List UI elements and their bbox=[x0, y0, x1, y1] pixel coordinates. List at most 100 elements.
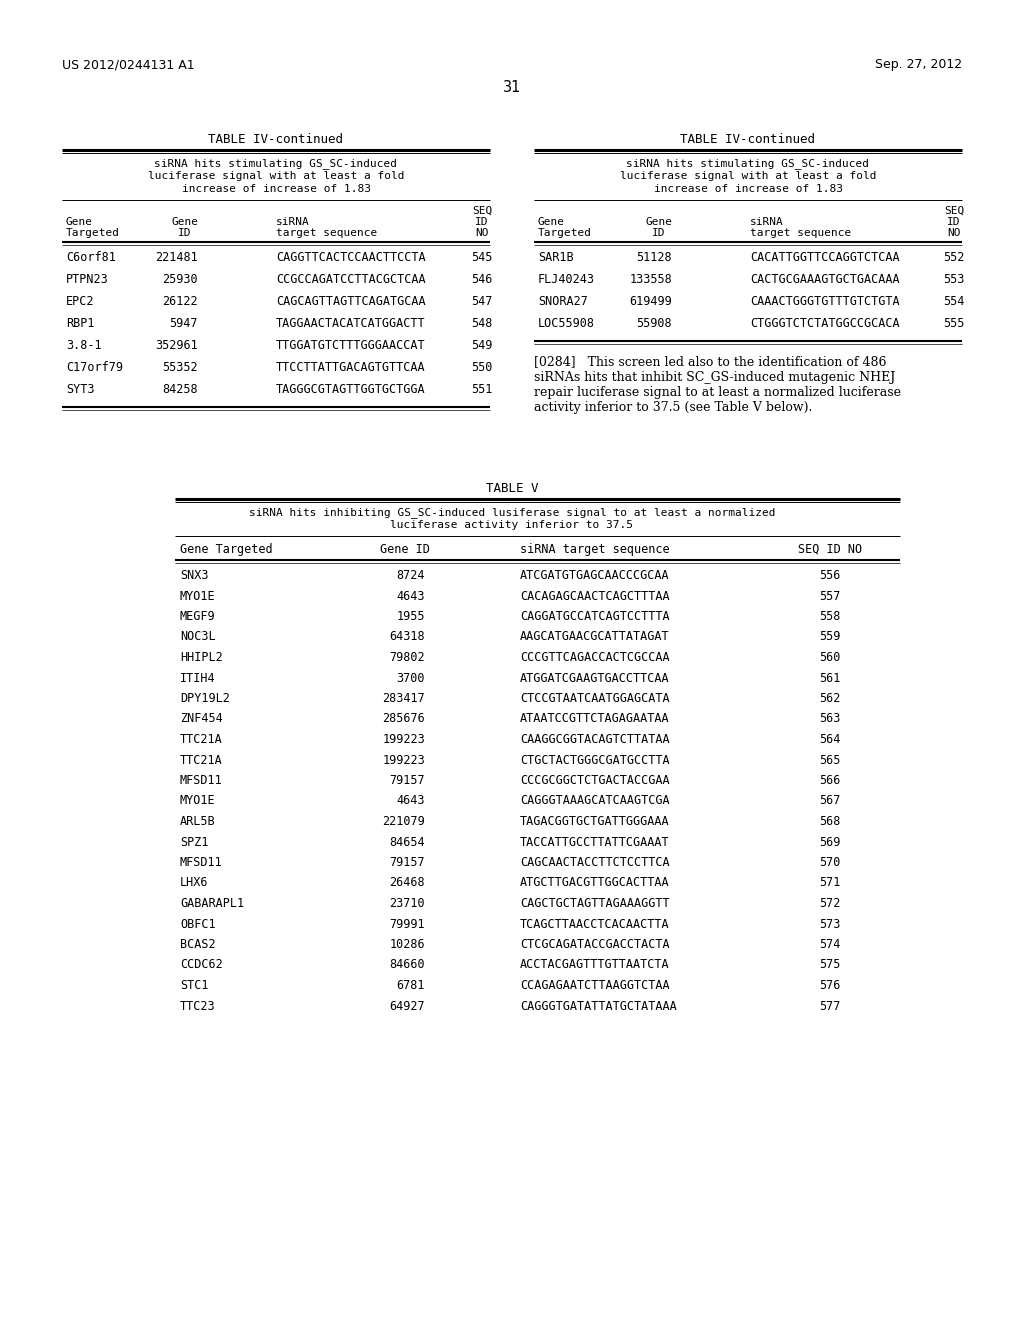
Text: CACATTGGTTCCAGGTCTCAA: CACATTGGTTCCAGGTCTCAA bbox=[750, 251, 900, 264]
Text: MFSD11: MFSD11 bbox=[180, 855, 223, 869]
Text: 566: 566 bbox=[819, 774, 841, 787]
Text: 133558: 133558 bbox=[630, 273, 672, 286]
Text: TTC21A: TTC21A bbox=[180, 733, 223, 746]
Text: CTGCTACTGGGCGATGCCTTA: CTGCTACTGGGCGATGCCTTA bbox=[520, 754, 670, 767]
Text: ID: ID bbox=[947, 216, 961, 227]
Text: siRNA: siRNA bbox=[276, 216, 309, 227]
Text: 577: 577 bbox=[819, 999, 841, 1012]
Text: TCAGCTTAACCTCACAACTTA: TCAGCTTAACCTCACAACTTA bbox=[520, 917, 670, 931]
Text: Gene: Gene bbox=[645, 216, 673, 227]
Text: 547: 547 bbox=[471, 294, 493, 308]
Text: 4643: 4643 bbox=[396, 795, 425, 808]
Text: BCAS2: BCAS2 bbox=[180, 939, 216, 950]
Text: TAGGGCGTAGTTGGTGCTGGA: TAGGGCGTAGTTGGTGCTGGA bbox=[276, 383, 426, 396]
Text: 550: 550 bbox=[471, 360, 493, 374]
Text: 571: 571 bbox=[819, 876, 841, 890]
Text: TACCATTGCCTTATTCGAAAT: TACCATTGCCTTATTCGAAAT bbox=[520, 836, 670, 849]
Text: 55908: 55908 bbox=[636, 317, 672, 330]
Text: 553: 553 bbox=[943, 273, 965, 286]
Text: target sequence: target sequence bbox=[750, 228, 851, 238]
Text: TTGGATGTCTTTGGGAACCAT: TTGGATGTCTTTGGGAACCAT bbox=[276, 339, 426, 352]
Text: Gene ID: Gene ID bbox=[380, 543, 430, 556]
Text: 561: 561 bbox=[819, 672, 841, 685]
Text: 84258: 84258 bbox=[163, 383, 198, 396]
Text: ID: ID bbox=[652, 228, 666, 238]
Text: SAR1B: SAR1B bbox=[538, 251, 573, 264]
Text: US 2012/0244131 A1: US 2012/0244131 A1 bbox=[62, 58, 195, 71]
Text: LOC55908: LOC55908 bbox=[538, 317, 595, 330]
Text: ARL5B: ARL5B bbox=[180, 814, 216, 828]
Text: 557: 557 bbox=[819, 590, 841, 602]
Text: 3.8-1: 3.8-1 bbox=[66, 339, 101, 352]
Text: [0284]   This screen led also to the identification of 486: [0284] This screen led also to the ident… bbox=[534, 355, 887, 368]
Text: CTCGCAGATACCGACCTACTA: CTCGCAGATACCGACCTACTA bbox=[520, 939, 670, 950]
Text: 562: 562 bbox=[819, 692, 841, 705]
Text: Gene: Gene bbox=[171, 216, 199, 227]
Text: ATGCTTGACGTTGGCACTTAA: ATGCTTGACGTTGGCACTTAA bbox=[520, 876, 670, 890]
Text: Gene: Gene bbox=[66, 216, 93, 227]
Text: TTC23: TTC23 bbox=[180, 999, 216, 1012]
Text: STC1: STC1 bbox=[180, 979, 209, 993]
Text: 565: 565 bbox=[819, 754, 841, 767]
Text: ID: ID bbox=[178, 228, 191, 238]
Text: CAGCTGCTAGTTAGAAAGGTT: CAGCTGCTAGTTAGAAAGGTT bbox=[520, 898, 670, 909]
Text: SPZ1: SPZ1 bbox=[180, 836, 209, 849]
Text: 84660: 84660 bbox=[389, 958, 425, 972]
Text: AAGCATGAACGCATTATAGAT: AAGCATGAACGCATTATAGAT bbox=[520, 631, 670, 644]
Text: 574: 574 bbox=[819, 939, 841, 950]
Text: 567: 567 bbox=[819, 795, 841, 808]
Text: 79991: 79991 bbox=[389, 917, 425, 931]
Text: 199223: 199223 bbox=[382, 733, 425, 746]
Text: CTCCGTAATCAATGGAGCATA: CTCCGTAATCAATGGAGCATA bbox=[520, 692, 670, 705]
Text: 558: 558 bbox=[819, 610, 841, 623]
Text: MYO1E: MYO1E bbox=[180, 795, 216, 808]
Text: CTGGGTCTCTATGGCCGCACA: CTGGGTCTCTATGGCCGCACA bbox=[750, 317, 900, 330]
Text: siRNA target sequence: siRNA target sequence bbox=[520, 543, 670, 556]
Text: ATAATCCGTTCTAGAGAATAA: ATAATCCGTTCTAGAGAATAA bbox=[520, 713, 670, 726]
Text: SEQ ID NO: SEQ ID NO bbox=[798, 543, 862, 556]
Text: 6781: 6781 bbox=[396, 979, 425, 993]
Text: 560: 560 bbox=[819, 651, 841, 664]
Text: siRNA hits stimulating GS_SC-induced: siRNA hits stimulating GS_SC-induced bbox=[627, 158, 869, 169]
Text: TTC21A: TTC21A bbox=[180, 754, 223, 767]
Text: LHX6: LHX6 bbox=[180, 876, 209, 890]
Text: TTCCTTATTGACAGTGTTCAA: TTCCTTATTGACAGTGTTCAA bbox=[276, 360, 426, 374]
Text: 549: 549 bbox=[471, 339, 493, 352]
Text: 31: 31 bbox=[503, 81, 521, 95]
Text: NO: NO bbox=[947, 228, 961, 238]
Text: siRNA hits stimulating GS_SC-induced: siRNA hits stimulating GS_SC-induced bbox=[155, 158, 397, 169]
Text: 569: 569 bbox=[819, 836, 841, 849]
Text: CCGCCAGATCCTTACGCTCAA: CCGCCAGATCCTTACGCTCAA bbox=[276, 273, 426, 286]
Text: HHIPL2: HHIPL2 bbox=[180, 651, 223, 664]
Text: 352961: 352961 bbox=[156, 339, 198, 352]
Text: ACCTACGAGTTTGTTAATCTA: ACCTACGAGTTTGTTAATCTA bbox=[520, 958, 670, 972]
Text: 5947: 5947 bbox=[170, 317, 198, 330]
Text: increase of increase of 1.83: increase of increase of 1.83 bbox=[181, 183, 371, 194]
Text: target sequence: target sequence bbox=[276, 228, 377, 238]
Text: siRNAs hits that inhibit SC_GS-induced mutagenic NHEJ: siRNAs hits that inhibit SC_GS-induced m… bbox=[534, 371, 895, 384]
Text: RBP1: RBP1 bbox=[66, 317, 94, 330]
Text: CAGGATGCCATCAGTCCTTTA: CAGGATGCCATCAGTCCTTTA bbox=[520, 610, 670, 623]
Text: CAAGGCGGTACAGTCTTATAA: CAAGGCGGTACAGTCTTATAA bbox=[520, 733, 670, 746]
Text: 26468: 26468 bbox=[389, 876, 425, 890]
Text: 554: 554 bbox=[943, 294, 965, 308]
Text: 79802: 79802 bbox=[389, 651, 425, 664]
Text: SEQ: SEQ bbox=[944, 206, 965, 216]
Text: CCCGCGGCTCTGACTACCGAA: CCCGCGGCTCTGACTACCGAA bbox=[520, 774, 670, 787]
Text: 84654: 84654 bbox=[389, 836, 425, 849]
Text: 23710: 23710 bbox=[389, 898, 425, 909]
Text: 285676: 285676 bbox=[382, 713, 425, 726]
Text: Targeted: Targeted bbox=[66, 228, 120, 238]
Text: 283417: 283417 bbox=[382, 692, 425, 705]
Text: TAGACGGTGCTGATTGGGAAA: TAGACGGTGCTGATTGGGAAA bbox=[520, 814, 670, 828]
Text: CAGCAACTACCTTCTCCTTCA: CAGCAACTACCTTCTCCTTCA bbox=[520, 855, 670, 869]
Text: 576: 576 bbox=[819, 979, 841, 993]
Text: 221079: 221079 bbox=[382, 814, 425, 828]
Text: 552: 552 bbox=[943, 251, 965, 264]
Text: TAGGAACTACATCATGGACTT: TAGGAACTACATCATGGACTT bbox=[276, 317, 426, 330]
Text: luciferase signal with at least a fold: luciferase signal with at least a fold bbox=[147, 172, 404, 181]
Text: CAGGTTCACTCCAACTTCCTA: CAGGTTCACTCCAACTTCCTA bbox=[276, 251, 426, 264]
Text: NOC3L: NOC3L bbox=[180, 631, 216, 644]
Text: 79157: 79157 bbox=[389, 774, 425, 787]
Text: 570: 570 bbox=[819, 855, 841, 869]
